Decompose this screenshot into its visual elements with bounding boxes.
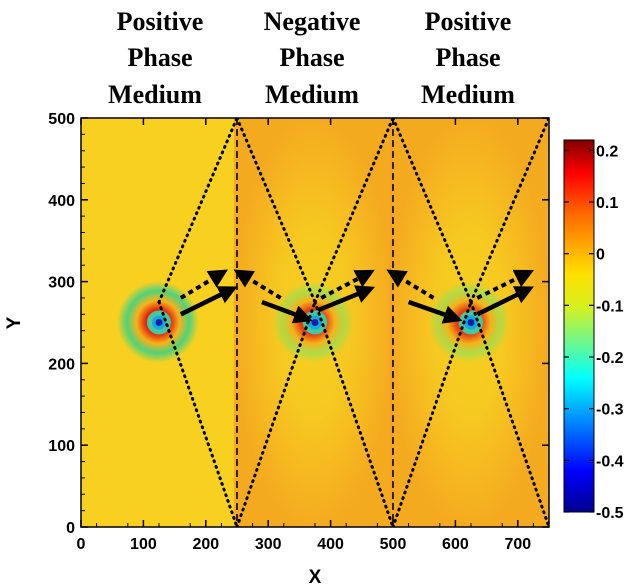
region-titles: Positive Phase Medium Negative Phase Med… [108, 7, 515, 109]
y-tick-label-1: 100 [48, 438, 75, 455]
solid-arrow-2 [261, 299, 313, 324]
colorbar-gradient [563, 139, 595, 513]
x-tick-label-5: 500 [380, 536, 407, 553]
colorbar: 0.2 0.1 0 -0.1 -0.2 -0.3 -0.4 -0.5 [563, 139, 624, 522]
dotted-ray-3 [235, 118, 317, 304]
solid-arrow-4 [407, 299, 463, 324]
source-core-1 [155, 319, 163, 326]
dotted-ray-9 [469, 118, 549, 304]
dotted-arrow-4 [386, 269, 435, 300]
overlay [157, 118, 549, 527]
source-core-2 [311, 319, 319, 326]
y-tick-label-4: 400 [48, 193, 75, 210]
colorbar-tick-label-4: -0.2 [596, 350, 624, 367]
x-tick-label-7: 700 [504, 536, 531, 553]
dotted-ray-5 [313, 118, 395, 304]
source-markers [147, 310, 483, 335]
solid-arrow-5 [476, 286, 534, 317]
dotted-arrow-2 [233, 269, 282, 300]
y-axis-label: Y [4, 316, 25, 329]
solid-arrow-1 [179, 286, 238, 317]
x-tick-label-4: 400 [317, 536, 344, 553]
region-title-2-line-2: Phase [280, 43, 345, 72]
x-tick-label-1: 100 [130, 536, 157, 553]
region-title-1-line-1: Positive [117, 7, 204, 36]
dotted-ray-8 [391, 300, 473, 527]
x-tick-label-0: 0 [77, 536, 86, 553]
region-title-3-line-2: Phase [436, 43, 501, 72]
y-tick-label-5: 500 [48, 111, 75, 128]
x-axis: 0 100 200 300 400 500 600 700 [77, 118, 534, 553]
solid-arrow-3 [317, 285, 376, 313]
colorbar-tick-label-5: -0.3 [596, 402, 624, 419]
source-core-3 [467, 319, 475, 326]
wave-field [81, 118, 549, 527]
region-title-1-line-2: Phase [128, 43, 193, 72]
region-title-1-line-3: Medium [108, 80, 202, 109]
dotted-ray-10 [469, 300, 549, 527]
x-axis-label: X [309, 567, 322, 588]
dotted-arrow-1 [179, 269, 228, 300]
dotted-arrow-5 [476, 269, 535, 300]
colorbar-tick-label-7: -0.5 [596, 505, 624, 522]
region-title-3-line-1: Positive [425, 7, 512, 36]
x-tick-label-6: 600 [442, 536, 469, 553]
dotted-ray-4 [235, 300, 317, 527]
x-tick-label-2: 200 [192, 536, 219, 553]
y-tick-label-3: 300 [48, 275, 75, 292]
region-title-2-line-3: Medium [265, 80, 359, 109]
colorbar-tick-label-3: -0.1 [596, 298, 624, 315]
dotted-ray-6 [313, 300, 395, 527]
dotted-ray-1 [157, 118, 239, 304]
region-title-3-line-3: Medium [421, 80, 515, 109]
y-tick-label-2: 200 [48, 356, 75, 373]
colorbar-tick-label-1: 0.1 [596, 195, 618, 212]
y-axis: 0 100 200 300 400 500 [48, 111, 549, 537]
x-tick-label-3: 300 [255, 536, 282, 553]
dotted-ray-2 [157, 300, 239, 527]
colorbar-tick-label-2: 0 [596, 247, 605, 264]
dotted-ray-7 [391, 118, 473, 304]
colorbar-tick-label-6: -0.4 [596, 453, 624, 470]
region-title-2-line-1: Negative [264, 7, 361, 36]
y-tick-label-0: 0 [66, 520, 75, 537]
colorbar-tick-label-0: 0.2 [596, 143, 618, 160]
